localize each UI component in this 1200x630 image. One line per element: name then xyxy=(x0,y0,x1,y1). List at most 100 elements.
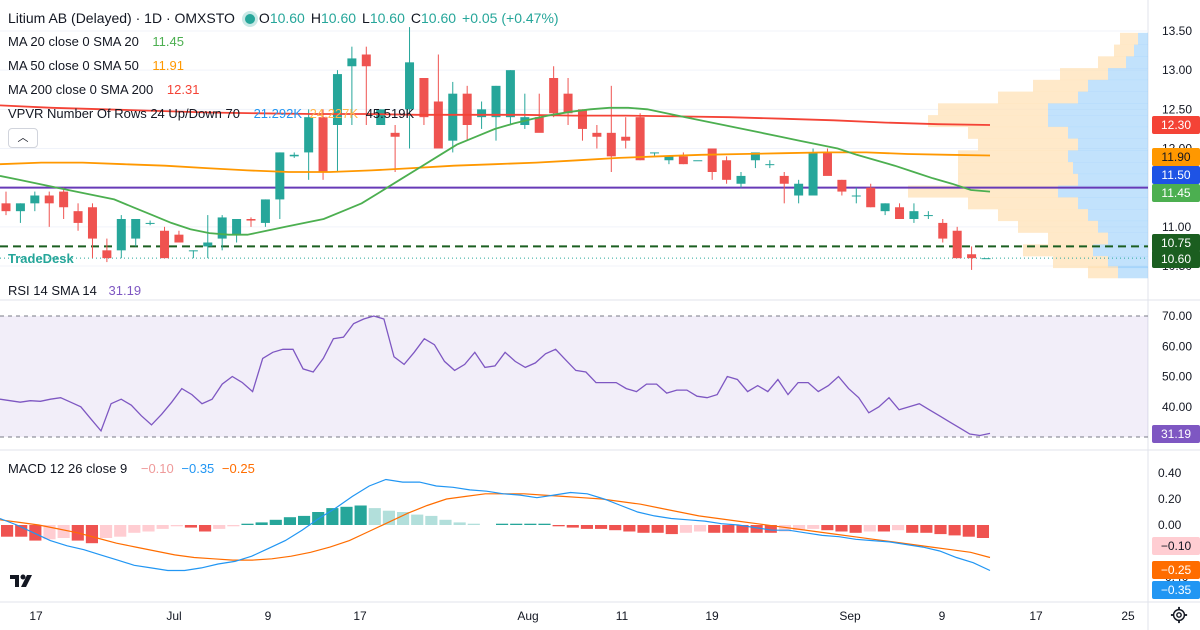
price-axis-label: 13.00 xyxy=(1162,63,1192,77)
candle-body xyxy=(87,207,97,239)
candle-body xyxy=(30,195,40,204)
ma50-value: 11.91 xyxy=(152,58,184,73)
rsi-line xyxy=(0,315,991,437)
close-price-tag: 10.60 xyxy=(1152,250,1200,268)
vpvr-up-bar xyxy=(1078,138,1148,151)
vpvr-up-bar xyxy=(1108,68,1148,81)
macd-histogram-bar xyxy=(566,525,579,528)
macd-histogram-bar xyxy=(934,525,947,535)
candle-body xyxy=(650,152,660,154)
candle-body xyxy=(289,154,299,157)
ma20-legend[interactable]: MA 20 close 0 SMA 20 11.45 xyxy=(8,34,188,50)
vpvr-up-bar xyxy=(1073,162,1148,175)
candle-body xyxy=(606,132,616,157)
macd-axis-label: 0.00 xyxy=(1158,518,1182,532)
vpvr-up-bar xyxy=(1048,115,1148,128)
candle-body xyxy=(505,70,515,118)
candle-body xyxy=(779,175,789,184)
candle-body xyxy=(217,217,227,239)
ma50-legend[interactable]: MA 50 close 0 SMA 50 11.91 xyxy=(8,58,188,74)
candle-body xyxy=(203,242,213,247)
vpvr-up-bar xyxy=(1134,44,1148,57)
macd-histogram-bar xyxy=(637,525,650,533)
candle-body xyxy=(448,93,458,141)
macd-histogram-bar xyxy=(467,523,480,525)
macd-histogram-bar xyxy=(57,525,70,538)
candle-body xyxy=(145,222,155,224)
candle-body xyxy=(260,199,270,223)
collapse-legend-button[interactable]: ︿ xyxy=(8,128,38,148)
rsi-value: 31.19 xyxy=(108,283,142,298)
time-axis-label: 17 xyxy=(1029,609,1043,623)
vpvr-down-bar xyxy=(1088,266,1118,279)
macd-histogram-bar xyxy=(453,522,466,525)
candle-body xyxy=(866,187,876,208)
candle-body xyxy=(376,109,386,125)
ma50-price-tag: 11.90 xyxy=(1152,148,1200,166)
macd-histogram-bar xyxy=(85,525,98,544)
candle-body xyxy=(304,117,314,153)
candle-body xyxy=(73,211,83,223)
macd-histogram-bar xyxy=(100,525,113,538)
macd-histogram-bar xyxy=(241,523,254,525)
macd-line-value: −0.35 xyxy=(181,461,215,476)
macd-hist-value: −0.10 xyxy=(140,461,174,476)
vpvr-down-bar xyxy=(1053,256,1108,269)
macd-histogram-bar xyxy=(255,522,268,525)
rsi-legend[interactable]: RSI 14 SMA 14 31.19 xyxy=(8,283,145,299)
high-line-price-tag: 11.50 xyxy=(1152,166,1200,184)
time-axis-label: 17 xyxy=(29,609,43,623)
candle-body xyxy=(477,109,487,118)
ma200-value: 12.31 xyxy=(166,82,200,97)
candle-body xyxy=(405,62,415,110)
time-axis-label: 11 xyxy=(616,609,629,623)
candle-body xyxy=(967,254,977,259)
macd-signal-tag: −0.25 xyxy=(1152,561,1200,579)
candle-body xyxy=(722,160,732,180)
vpvr-up-bar xyxy=(1108,256,1148,269)
tradingview-logo[interactable] xyxy=(8,569,38,593)
macd-histogram-bar xyxy=(863,525,876,532)
macd-axis-label: 0.40 xyxy=(1158,466,1182,480)
price-axis-label: 12.50 xyxy=(1162,102,1192,116)
settings-gear-icon[interactable] xyxy=(1170,606,1188,624)
vpvr-down-bar xyxy=(958,150,1068,163)
rsi-value-tag: 31.19 xyxy=(1152,425,1200,443)
candle-body xyxy=(232,219,242,235)
vpvr-down-bar xyxy=(958,162,1073,175)
time-axis-label: Jul xyxy=(166,609,181,623)
rsi-axis-label: 60.00 xyxy=(1162,339,1192,353)
symbol-title[interactable]: Litium AB (Delayed) · 1D · OMXSTO xyxy=(8,10,235,26)
time-axis-label: Aug xyxy=(517,609,538,623)
vpvr-down-bar xyxy=(978,138,1078,151)
candle-body xyxy=(635,117,645,161)
macd-histogram-bar xyxy=(29,525,42,541)
ma200-legend[interactable]: MA 200 close 0 SMA 200 12.31 xyxy=(8,82,203,98)
market-status-icon xyxy=(244,14,255,25)
macd-histogram-bar xyxy=(552,525,565,527)
macd-histogram-bar xyxy=(184,525,197,528)
macd-histogram-bar xyxy=(283,517,296,525)
macd-histogram-bar xyxy=(382,510,395,525)
rsi-band xyxy=(0,316,1148,437)
macd-histogram-bar xyxy=(877,525,890,532)
price-change: +0.05 (+0.47%) xyxy=(462,10,559,26)
vpvr-up-bar xyxy=(1048,103,1148,116)
vpvr-up-bar xyxy=(1098,220,1148,233)
candle-body xyxy=(736,175,746,184)
candle-body xyxy=(621,136,631,141)
vpvr-legend[interactable]: VPVR Number Of Rows 24 Up/Down 70 21.292… xyxy=(8,106,418,122)
time-axis-label: Sep xyxy=(839,609,861,623)
macd-legend[interactable]: MACD 12 26 close 9 −0.10 −0.35 −0.25 xyxy=(8,461,259,477)
macd-histogram-bar xyxy=(623,525,636,532)
candle-body xyxy=(318,117,328,172)
macd-histogram-bar xyxy=(425,515,438,525)
candle-body xyxy=(837,179,847,192)
vpvr-down-bar xyxy=(1033,79,1088,92)
macd-histogram-bar xyxy=(793,525,806,531)
macd-histogram-bar xyxy=(1,525,14,537)
macd-histogram-bar xyxy=(15,525,28,537)
candle-body xyxy=(822,152,832,176)
vpvr-down-bar xyxy=(1060,68,1108,81)
